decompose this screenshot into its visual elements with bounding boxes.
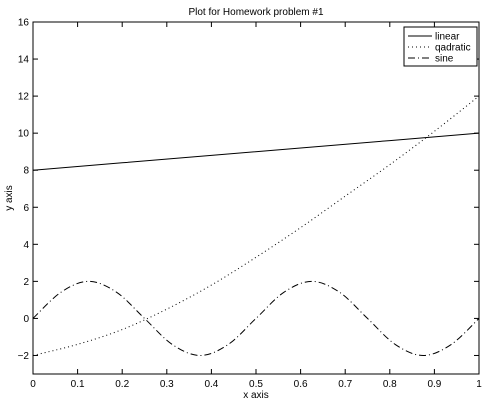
tick-layer: 0 0.1 0.2 0.3 0.4 0.5 0.6 0.7 0.8 0.9 1 −2 0 2 4 6 8 10 12… [18, 18, 483, 391]
x-tick-label: 0.2 [115, 379, 129, 390]
series-layer [32, 95, 480, 356]
y-tick-label: 2 [23, 277, 29, 288]
y-tick-label: 6 [23, 203, 29, 214]
x-tick-label: 0.9 [427, 379, 441, 390]
y-tick-label: −2 [18, 351, 30, 362]
chart-title: Plot for Homework problem #1 [188, 7, 323, 18]
x-tick-label: 1 [476, 379, 482, 390]
x-axis-label: x axis [243, 390, 269, 401]
y-tick-label: 16 [18, 18, 30, 29]
x-tick-label: 0 [30, 379, 36, 390]
x-tick-label: 0.6 [294, 379, 308, 390]
series-line-qadratic [32, 95, 480, 356]
y-tick-label: 14 [18, 55, 30, 66]
series-line-linear [32, 132, 480, 171]
x-tick-label: 0.4 [204, 379, 218, 390]
y-tick-label: 10 [18, 129, 30, 140]
x-tick-label: 0.3 [160, 379, 174, 390]
x-tick-label: 0.5 [249, 379, 263, 390]
y-tick-label: 4 [23, 240, 29, 251]
x-tick-label: 0.7 [338, 379, 352, 390]
legend-label-linear: linear [435, 32, 460, 43]
legend-label-qadratic: qadratic [435, 43, 471, 54]
y-tick-label: 12 [18, 92, 30, 103]
y-tick-label: 0 [23, 314, 29, 325]
legend-label-sine: sine [435, 54, 454, 65]
y-axis-label: y axis [4, 185, 15, 211]
series-line-sine [32, 280, 480, 356]
x-tick-label: 0.8 [383, 379, 397, 390]
y-tick-label: 8 [23, 166, 29, 177]
x-tick-label: 0.1 [71, 379, 85, 390]
